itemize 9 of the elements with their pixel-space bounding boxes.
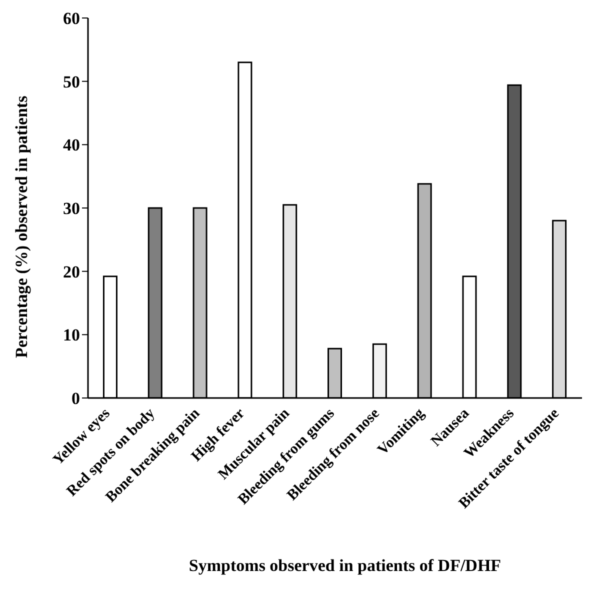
y-tick-label: 30 [63, 199, 80, 218]
y-axis-title: Percentage (%) observed in patients [12, 95, 32, 358]
y-tick-label: 40 [63, 136, 80, 155]
y-tick-label: 50 [63, 72, 80, 92]
y-tick-label: 60 [63, 9, 80, 28]
y-tick-label: 10 [63, 326, 80, 345]
y-tick-label: 20 [63, 262, 80, 282]
y-tick-label: 0 [72, 389, 80, 408]
x-axis-title: Symptoms observed in patients of DF/DHF [188, 556, 502, 576]
